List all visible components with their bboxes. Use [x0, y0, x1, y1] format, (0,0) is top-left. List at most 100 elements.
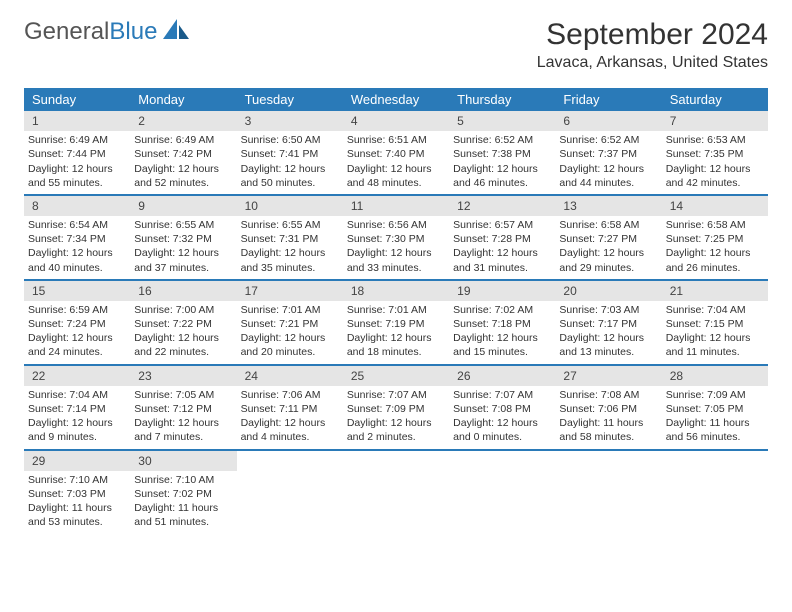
daylight-text: Daylight: 12 hours and 42 minutes.: [666, 162, 764, 190]
day-content: Sunrise: 6:57 AMSunset: 7:28 PMDaylight:…: [449, 216, 555, 279]
sunrise-text: Sunrise: 6:58 AM: [559, 218, 657, 232]
sunrise-text: Sunrise: 6:52 AM: [453, 133, 551, 147]
sunset-text: Sunset: 7:08 PM: [453, 402, 551, 416]
day-content: Sunrise: 7:06 AMSunset: 7:11 PMDaylight:…: [237, 386, 343, 449]
day-content: Sunrise: 7:10 AMSunset: 7:03 PMDaylight:…: [24, 471, 130, 534]
day-number: 28: [662, 366, 768, 386]
sunrise-text: Sunrise: 7:07 AM: [453, 388, 551, 402]
day-cell: 19Sunrise: 7:02 AMSunset: 7:18 PMDayligh…: [449, 281, 555, 364]
daylight-text: Daylight: 12 hours and 55 minutes.: [28, 162, 126, 190]
sunset-text: Sunset: 7:22 PM: [134, 317, 232, 331]
day-number: 13: [555, 196, 661, 216]
day-header-cell: Saturday: [662, 88, 768, 111]
day-cell: 1Sunrise: 6:49 AMSunset: 7:44 PMDaylight…: [24, 111, 130, 194]
daylight-text: Daylight: 12 hours and 37 minutes.: [134, 246, 232, 274]
daylight-text: Daylight: 11 hours and 51 minutes.: [134, 501, 232, 529]
sunset-text: Sunset: 7:17 PM: [559, 317, 657, 331]
day-cell: [662, 451, 768, 534]
daylight-text: Daylight: 12 hours and 35 minutes.: [241, 246, 339, 274]
sunset-text: Sunset: 7:11 PM: [241, 402, 339, 416]
sunset-text: Sunset: 7:18 PM: [453, 317, 551, 331]
sunset-text: Sunset: 7:30 PM: [347, 232, 445, 246]
day-content: Sunrise: 7:07 AMSunset: 7:09 PMDaylight:…: [343, 386, 449, 449]
sunset-text: Sunset: 7:44 PM: [28, 147, 126, 161]
day-content: Sunrise: 6:58 AMSunset: 7:25 PMDaylight:…: [662, 216, 768, 279]
sail-icon: [163, 18, 189, 46]
day-number: 8: [24, 196, 130, 216]
day-number: 17: [237, 281, 343, 301]
day-content: Sunrise: 6:51 AMSunset: 7:40 PMDaylight:…: [343, 131, 449, 194]
daylight-text: Daylight: 12 hours and 13 minutes.: [559, 331, 657, 359]
sunrise-text: Sunrise: 7:04 AM: [28, 388, 126, 402]
day-cell: 23Sunrise: 7:05 AMSunset: 7:12 PMDayligh…: [130, 366, 236, 449]
day-content: Sunrise: 6:55 AMSunset: 7:32 PMDaylight:…: [130, 216, 236, 279]
sunrise-text: Sunrise: 7:07 AM: [347, 388, 445, 402]
day-cell: 28Sunrise: 7:09 AMSunset: 7:05 PMDayligh…: [662, 366, 768, 449]
day-header-cell: Sunday: [24, 88, 130, 111]
day-content: Sunrise: 6:58 AMSunset: 7:27 PMDaylight:…: [555, 216, 661, 279]
day-number: 19: [449, 281, 555, 301]
day-cell: 10Sunrise: 6:55 AMSunset: 7:31 PMDayligh…: [237, 196, 343, 279]
daylight-text: Daylight: 11 hours and 53 minutes.: [28, 501, 126, 529]
day-content: Sunrise: 6:50 AMSunset: 7:41 PMDaylight:…: [237, 131, 343, 194]
day-content: Sunrise: 7:01 AMSunset: 7:21 PMDaylight:…: [237, 301, 343, 364]
sunset-text: Sunset: 7:31 PM: [241, 232, 339, 246]
sunrise-text: Sunrise: 7:02 AM: [453, 303, 551, 317]
day-number: 2: [130, 111, 236, 131]
day-cell: 6Sunrise: 6:52 AMSunset: 7:37 PMDaylight…: [555, 111, 661, 194]
sunset-text: Sunset: 7:03 PM: [28, 487, 126, 501]
sunrise-text: Sunrise: 7:03 AM: [559, 303, 657, 317]
sunrise-text: Sunrise: 7:09 AM: [666, 388, 764, 402]
day-header-cell: Friday: [555, 88, 661, 111]
daylight-text: Daylight: 12 hours and 33 minutes.: [347, 246, 445, 274]
week-row: 29Sunrise: 7:10 AMSunset: 7:03 PMDayligh…: [24, 451, 768, 534]
sunset-text: Sunset: 7:42 PM: [134, 147, 232, 161]
daylight-text: Daylight: 12 hours and 48 minutes.: [347, 162, 445, 190]
day-cell: 22Sunrise: 7:04 AMSunset: 7:14 PMDayligh…: [24, 366, 130, 449]
day-cell: 8Sunrise: 6:54 AMSunset: 7:34 PMDaylight…: [24, 196, 130, 279]
week-row: 1Sunrise: 6:49 AMSunset: 7:44 PMDaylight…: [24, 111, 768, 196]
day-content: Sunrise: 7:04 AMSunset: 7:15 PMDaylight:…: [662, 301, 768, 364]
title-block: September 2024 Lavaca, Arkansas, United …: [537, 18, 768, 72]
sunset-text: Sunset: 7:25 PM: [666, 232, 764, 246]
daylight-text: Daylight: 12 hours and 40 minutes.: [28, 246, 126, 274]
day-content: Sunrise: 7:00 AMSunset: 7:22 PMDaylight:…: [130, 301, 236, 364]
sunset-text: Sunset: 7:32 PM: [134, 232, 232, 246]
month-title: September 2024: [537, 18, 768, 52]
day-number: 18: [343, 281, 449, 301]
calendar: SundayMondayTuesdayWednesdayThursdayFrid…: [24, 88, 768, 533]
sunrise-text: Sunrise: 7:05 AM: [134, 388, 232, 402]
day-content: Sunrise: 7:01 AMSunset: 7:19 PMDaylight:…: [343, 301, 449, 364]
day-cell: 2Sunrise: 6:49 AMSunset: 7:42 PMDaylight…: [130, 111, 236, 194]
sunrise-text: Sunrise: 7:04 AM: [666, 303, 764, 317]
sunrise-text: Sunrise: 7:10 AM: [28, 473, 126, 487]
sunrise-text: Sunrise: 6:55 AM: [134, 218, 232, 232]
header: GeneralBlue September 2024 Lavaca, Arkan…: [24, 18, 768, 72]
sunset-text: Sunset: 7:09 PM: [347, 402, 445, 416]
daylight-text: Daylight: 12 hours and 7 minutes.: [134, 416, 232, 444]
sunset-text: Sunset: 7:06 PM: [559, 402, 657, 416]
day-header-cell: Thursday: [449, 88, 555, 111]
sunrise-text: Sunrise: 7:06 AM: [241, 388, 339, 402]
day-cell: 12Sunrise: 6:57 AMSunset: 7:28 PMDayligh…: [449, 196, 555, 279]
day-cell: 5Sunrise: 6:52 AMSunset: 7:38 PMDaylight…: [449, 111, 555, 194]
daylight-text: Daylight: 12 hours and 29 minutes.: [559, 246, 657, 274]
sunset-text: Sunset: 7:19 PM: [347, 317, 445, 331]
sunrise-text: Sunrise: 7:10 AM: [134, 473, 232, 487]
day-header-cell: Tuesday: [237, 88, 343, 111]
week-row: 15Sunrise: 6:59 AMSunset: 7:24 PMDayligh…: [24, 281, 768, 366]
day-content: Sunrise: 6:52 AMSunset: 7:38 PMDaylight:…: [449, 131, 555, 194]
day-cell: 15Sunrise: 6:59 AMSunset: 7:24 PMDayligh…: [24, 281, 130, 364]
sunset-text: Sunset: 7:02 PM: [134, 487, 232, 501]
day-cell: 16Sunrise: 7:00 AMSunset: 7:22 PMDayligh…: [130, 281, 236, 364]
week-row: 8Sunrise: 6:54 AMSunset: 7:34 PMDaylight…: [24, 196, 768, 281]
day-content: Sunrise: 6:54 AMSunset: 7:34 PMDaylight:…: [24, 216, 130, 279]
sunrise-text: Sunrise: 6:58 AM: [666, 218, 764, 232]
day-cell: 20Sunrise: 7:03 AMSunset: 7:17 PMDayligh…: [555, 281, 661, 364]
week-row: 22Sunrise: 7:04 AMSunset: 7:14 PMDayligh…: [24, 366, 768, 451]
day-content: Sunrise: 7:08 AMSunset: 7:06 PMDaylight:…: [555, 386, 661, 449]
day-cell: 14Sunrise: 6:58 AMSunset: 7:25 PMDayligh…: [662, 196, 768, 279]
daylight-text: Daylight: 12 hours and 46 minutes.: [453, 162, 551, 190]
sunrise-text: Sunrise: 7:01 AM: [241, 303, 339, 317]
day-cell: 24Sunrise: 7:06 AMSunset: 7:11 PMDayligh…: [237, 366, 343, 449]
